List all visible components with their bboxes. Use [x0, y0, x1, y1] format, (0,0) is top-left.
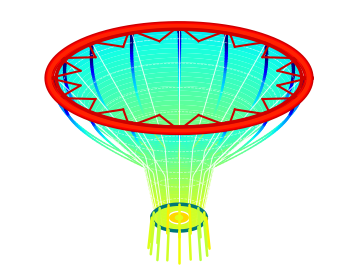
Polygon shape — [145, 155, 213, 188]
Polygon shape — [60, 34, 298, 131]
Polygon shape — [154, 199, 204, 225]
Polygon shape — [67, 44, 291, 135]
Polygon shape — [98, 86, 260, 153]
Polygon shape — [175, 215, 183, 220]
Polygon shape — [130, 129, 228, 172]
Polygon shape — [81, 62, 277, 143]
Polygon shape — [74, 53, 284, 139]
Polygon shape — [88, 72, 270, 147]
Polygon shape — [108, 100, 250, 159]
Polygon shape — [151, 187, 207, 215]
Polygon shape — [116, 110, 242, 163]
Polygon shape — [56, 29, 302, 129]
Polygon shape — [145, 159, 213, 191]
Polygon shape — [168, 211, 190, 224]
Polygon shape — [153, 195, 205, 222]
Polygon shape — [133, 133, 225, 174]
Polygon shape — [95, 81, 263, 151]
Polygon shape — [63, 39, 295, 133]
Polygon shape — [84, 67, 274, 145]
Polygon shape — [77, 58, 281, 141]
Polygon shape — [122, 119, 236, 167]
Polygon shape — [148, 171, 210, 202]
Polygon shape — [140, 143, 218, 178]
Polygon shape — [152, 204, 206, 231]
Polygon shape — [136, 138, 222, 175]
Polygon shape — [147, 167, 211, 198]
Polygon shape — [150, 179, 208, 208]
Polygon shape — [70, 48, 288, 137]
Polygon shape — [152, 191, 206, 218]
Polygon shape — [126, 124, 232, 169]
Polygon shape — [143, 147, 215, 181]
Polygon shape — [149, 175, 209, 205]
Polygon shape — [144, 151, 214, 185]
Polygon shape — [112, 105, 246, 161]
Polygon shape — [91, 76, 267, 149]
Polygon shape — [155, 203, 204, 229]
Polygon shape — [146, 163, 212, 195]
Polygon shape — [102, 91, 256, 155]
Polygon shape — [105, 95, 253, 157]
Polygon shape — [119, 114, 239, 165]
Polygon shape — [150, 183, 208, 212]
